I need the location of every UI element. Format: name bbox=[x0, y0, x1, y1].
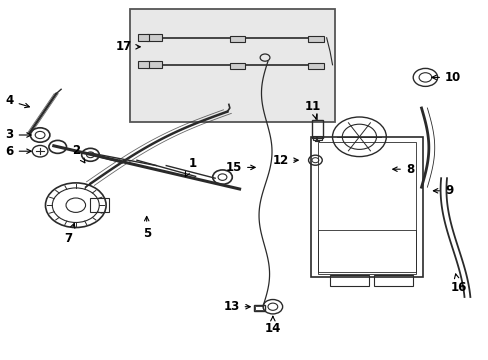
Text: 14: 14 bbox=[264, 316, 281, 335]
Bar bbox=[129, 9, 334, 122]
Text: 9: 9 bbox=[432, 184, 452, 197]
Bar bbox=[310, 137, 422, 277]
Bar bbox=[253, 305, 264, 311]
Bar bbox=[255, 306, 263, 310]
Bar bbox=[317, 142, 415, 272]
Bar bbox=[311, 120, 322, 138]
Bar bbox=[146, 34, 162, 41]
Text: 2: 2 bbox=[72, 144, 85, 163]
Text: 5: 5 bbox=[142, 216, 150, 240]
Bar bbox=[307, 36, 323, 42]
Text: 11: 11 bbox=[304, 100, 321, 119]
Bar bbox=[307, 63, 323, 69]
Bar bbox=[138, 61, 148, 68]
Bar bbox=[329, 275, 368, 286]
Bar bbox=[229, 36, 245, 42]
Text: 7: 7 bbox=[64, 223, 75, 245]
Text: 12: 12 bbox=[272, 154, 298, 167]
Text: 4: 4 bbox=[5, 94, 29, 108]
Text: 13: 13 bbox=[223, 300, 250, 313]
Bar bbox=[317, 230, 415, 274]
Bar bbox=[138, 34, 148, 41]
Bar bbox=[312, 136, 321, 140]
Bar bbox=[229, 63, 245, 69]
Text: 16: 16 bbox=[449, 274, 466, 294]
Text: 10: 10 bbox=[431, 71, 460, 84]
Text: 6: 6 bbox=[5, 145, 31, 158]
Text: 17: 17 bbox=[116, 40, 140, 53]
Text: 15: 15 bbox=[225, 161, 255, 174]
Bar bbox=[373, 275, 412, 286]
Text: 3: 3 bbox=[5, 129, 31, 141]
Text: 8: 8 bbox=[392, 163, 413, 176]
Bar bbox=[90, 198, 109, 212]
Bar bbox=[146, 61, 162, 68]
Text: 1: 1 bbox=[185, 157, 196, 176]
